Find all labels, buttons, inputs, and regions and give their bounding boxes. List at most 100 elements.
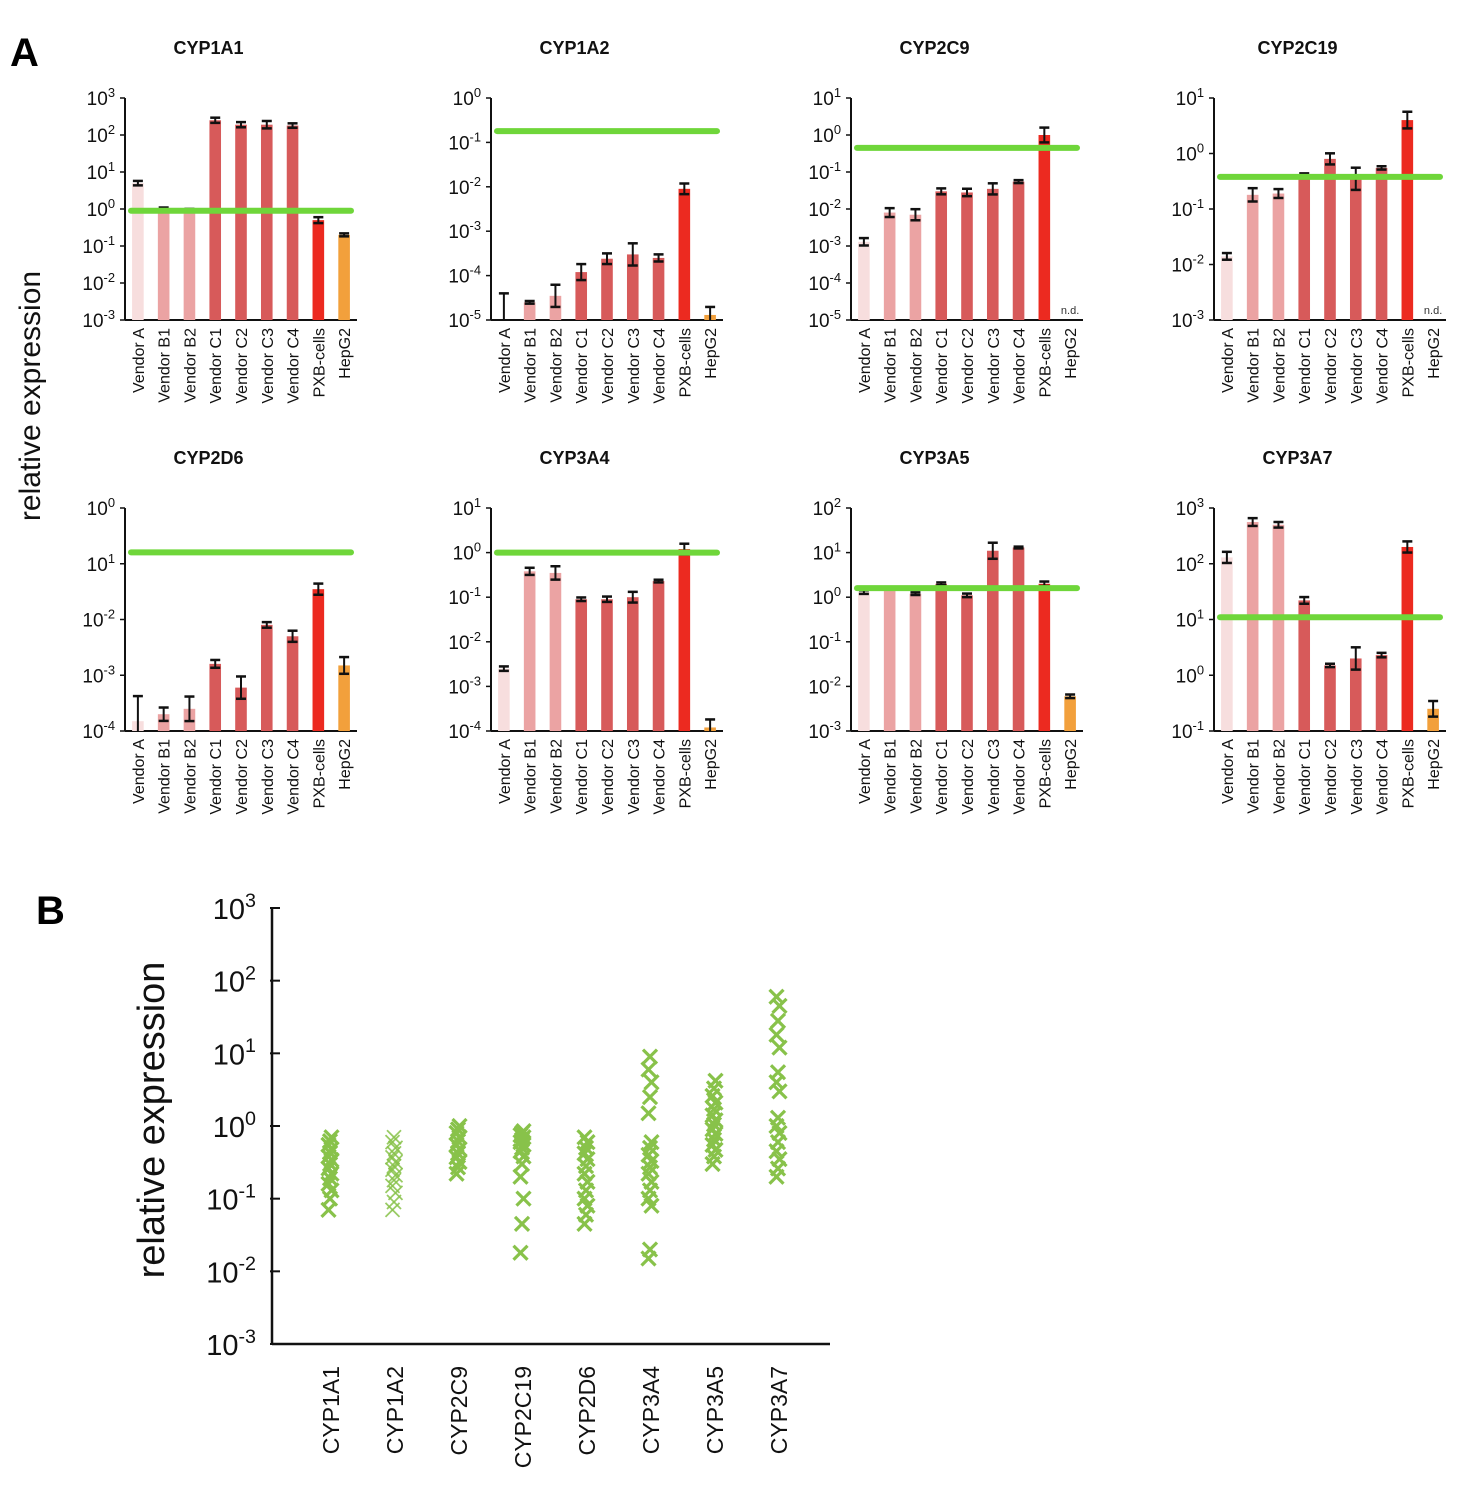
point-stroke (323, 1129, 340, 1146)
point-stroke (769, 1064, 787, 1081)
y-tick-label: 102 (813, 495, 841, 520)
bar-vendor-c4 (1012, 181, 1025, 320)
y-tick-label: 100 (813, 584, 841, 609)
panel-b: B relative expression 10310210110010-110… (36, 889, 830, 1468)
point-stroke (771, 1083, 788, 1100)
bar-pxb-cells (1038, 583, 1051, 731)
point-stroke (640, 1061, 657, 1078)
chart-title: CYP2C9 (900, 38, 970, 58)
bar-vendor-c4 (286, 636, 299, 731)
bar-vendor-c3 (626, 597, 639, 731)
point-cyp1a2 (384, 1149, 401, 1166)
point-stroke (515, 1122, 532, 1140)
y-tick-label: 102 (213, 962, 256, 998)
point-stroke (576, 1145, 593, 1162)
x-tick-label: Vendor C1 (1297, 739, 1314, 815)
x-tick-label: PXB-cells (1400, 739, 1417, 808)
point-stroke (384, 1162, 401, 1178)
point-stroke (320, 1175, 337, 1192)
point-cyp1a2 (384, 1134, 401, 1150)
bar-vendor-c2 (961, 192, 973, 320)
point-stroke (771, 1150, 788, 1168)
point-stroke (387, 1167, 404, 1183)
point-stroke (387, 1185, 404, 1201)
x-tick-label: PXB-cells (677, 739, 694, 808)
y-tick-label: 10-1 (1171, 196, 1204, 221)
point-stroke (513, 1215, 531, 1232)
x-tick-label: PXB-cells (1037, 328, 1054, 397)
x-tick-label: Vendor B1 (523, 739, 540, 814)
bar-vendor-c4 (1375, 655, 1388, 731)
x-tick-label: Vendor C1 (934, 328, 951, 404)
x-tick-label: PXB-cells (311, 328, 328, 397)
bar-vendor-a (1221, 557, 1233, 731)
bar-vendor-c1 (935, 191, 948, 320)
bar-pxb-cells (1038, 135, 1051, 320)
chart-cyp2c9: CYP2C9 101 100 10-1 10-2 10-3 10-4 10-5 n.d. Vend… (808, 38, 1083, 404)
bar-hepg2 (338, 665, 350, 731)
bar-vendor-b2 (1272, 193, 1285, 320)
bar-vendor-c4 (286, 125, 299, 320)
point-cyp3a4 (640, 1105, 657, 1122)
x-tick-label: Vendor C3 (626, 739, 643, 815)
point-cyp3a4 (643, 1074, 660, 1091)
chart-cyp1a1: CYP1A1 103 102 101 100 10-1 10-2 10-3 Vendor A Ve… (82, 38, 357, 404)
x-tick-label: Vendor C2 (234, 328, 251, 404)
x-tick-label: Vendor B1 (157, 739, 174, 814)
x-tick-label: Vendor B2 (1271, 328, 1288, 403)
y-tick-label: 10-1 (1171, 718, 1204, 743)
point-cyp2c19 (513, 1215, 531, 1232)
x-tick-label: Vendor C4 (652, 739, 669, 815)
panel-a-ylabel: relative expression (14, 271, 47, 521)
x-tick-label: Vendor B2 (182, 328, 199, 403)
x-tick-label: Vendor A (131, 739, 148, 804)
point-cyp1a1 (321, 1132, 339, 1150)
bar-vendor-b2 (549, 572, 562, 731)
x-tick-label: Vendor C3 (626, 328, 643, 404)
point-stroke (771, 1039, 788, 1056)
bar-vendor-c4 (652, 257, 665, 320)
point-stroke (641, 1088, 659, 1106)
chart-cyp2c19: CYP2C19 101 100 10-1 10-2 10-3 n.d. Vendor A Ven… (1171, 38, 1446, 404)
point-cyp3a4 (643, 1133, 660, 1151)
point-stroke (515, 1190, 532, 1207)
point-stroke (769, 1012, 787, 1029)
y-tick-label: 10-2 (82, 607, 115, 632)
x-tick-label: Vendor A (857, 328, 874, 393)
point-cyp3a7 (771, 1083, 788, 1100)
y-tick-label: 100 (87, 495, 115, 520)
y-tick-label: 101 (1176, 85, 1204, 110)
x-tick-label: Vendor C3 (260, 739, 277, 815)
point-stroke (643, 1173, 660, 1191)
chart-cyp3a5: CYP3A5 102 101 100 10-1 10-2 10-3 Vendor A Vendo… (808, 448, 1083, 815)
bar-vendor-c3 (626, 254, 639, 320)
y-tick-label: 100 (813, 122, 841, 147)
bar-vendor-c1 (575, 599, 588, 731)
x-tick-label: Vendor B2 (548, 328, 565, 403)
x-tick-label: Vendor B1 (1246, 739, 1263, 814)
bar-vendor-b2 (909, 593, 922, 731)
bar-hepg2 (1427, 708, 1439, 731)
bar-vendor-c3 (260, 624, 273, 731)
y-tick-label: 103 (1176, 495, 1204, 520)
point-stroke (579, 1197, 596, 1214)
x-tick-label: Vendor C2 (960, 739, 977, 815)
bar-pxb-cells (678, 549, 691, 731)
y-tick-label: 10-1 (448, 129, 481, 154)
bar-vendor-c1 (209, 663, 222, 731)
x-tick-label: Vendor C2 (1323, 328, 1340, 404)
y-tick-label: 10-5 (448, 307, 481, 332)
x-tick-label: PXB-cells (677, 328, 694, 397)
y-tick-label: 100 (1176, 662, 1204, 687)
point-stroke (643, 1133, 660, 1151)
bar-pxb-cells (1401, 546, 1414, 731)
bar-vendor-b1 (157, 714, 170, 731)
point-stroke (771, 1124, 788, 1142)
point-cyp1a1 (323, 1129, 340, 1146)
x-tick-label: Vendor B2 (548, 739, 565, 814)
y-tick-label: 10-3 (82, 662, 115, 687)
bar-pxb-cells (312, 589, 325, 731)
point-stroke (643, 1074, 660, 1091)
bar-vendor-b1 (883, 586, 896, 731)
